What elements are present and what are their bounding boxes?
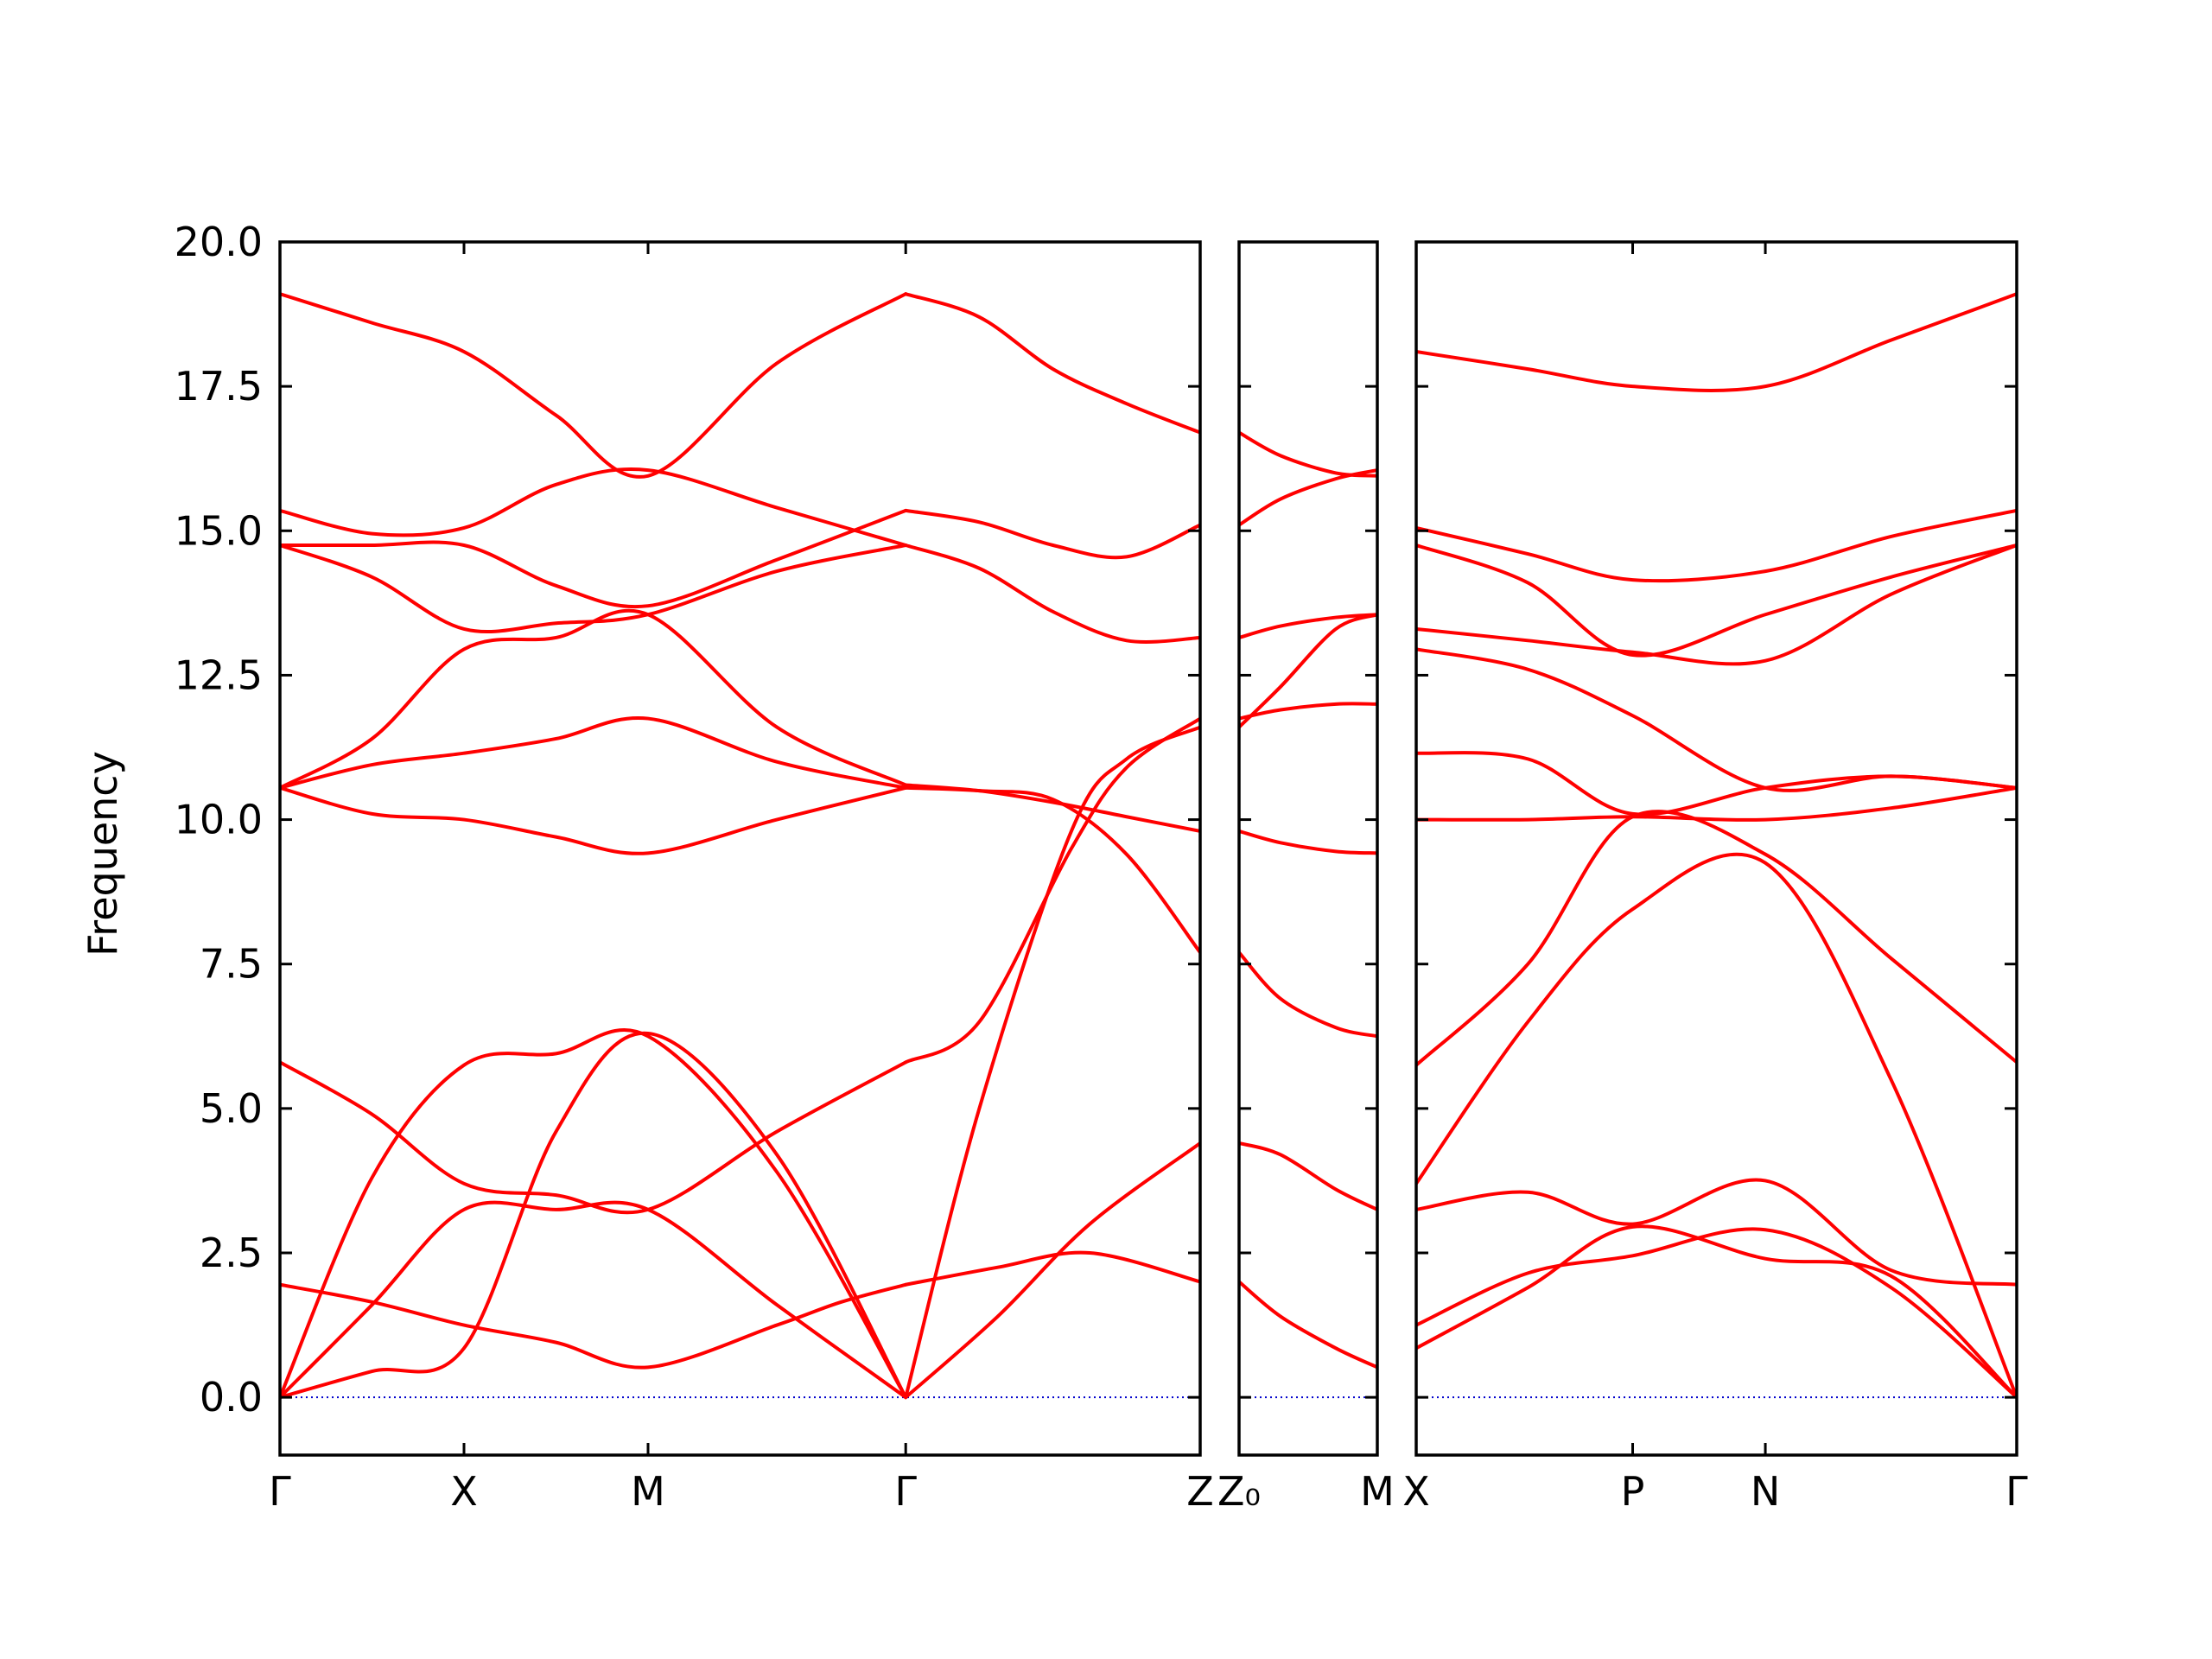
panel-2: Z₀ M — [1217, 240, 1395, 1515]
band-line — [904, 1250, 1200, 1287]
band-line — [904, 292, 1200, 435]
band-series-group — [1239, 430, 1377, 1370]
band-line — [1239, 613, 1377, 729]
band-line — [280, 608, 908, 790]
band-line — [1239, 1280, 1377, 1370]
x-tick-label: M — [1360, 1468, 1395, 1515]
y-axis-label: Frequency — [79, 751, 126, 957]
y-tick-label: 2.5 — [200, 1230, 263, 1276]
band-line — [1239, 950, 1377, 1039]
panel-frame — [278, 240, 1202, 1457]
y-tick-label: 7.5 — [200, 941, 263, 988]
band-line — [1239, 702, 1377, 721]
x-tick-label: X — [450, 1468, 478, 1515]
band-line — [904, 725, 1200, 1400]
band-line — [1239, 613, 1377, 639]
band-line — [280, 1028, 908, 1400]
y-tick-label: 12.5 — [175, 652, 263, 698]
y-tick-label: 10.0 — [175, 797, 263, 843]
band-line — [1416, 852, 2017, 1400]
band-line — [1416, 785, 2017, 822]
band-line — [1416, 508, 2017, 583]
plot-panels: 0.02.55.07.510.012.515.017.520.0Γ X M Γ Z Z₀ M… — [175, 219, 2029, 1515]
band-line — [1416, 1227, 2017, 1400]
x-tick-label: M — [631, 1468, 665, 1515]
band-line — [280, 1060, 908, 1215]
x-tick-label: Γ — [269, 1468, 291, 1515]
band-line — [280, 1031, 908, 1400]
band-line — [280, 1200, 908, 1400]
x-tick-label: P — [1621, 1468, 1645, 1515]
band-series-group — [1416, 292, 2017, 1400]
panel-frame — [1237, 240, 1379, 1457]
panel-1: 0.0 2.5 5.0 7.5 10.0 12.5 15.0 17.5 20.0 Γ X M Γ Z — [175, 219, 1214, 1515]
band-line — [1416, 647, 2017, 792]
band-line — [280, 467, 908, 547]
x-tick-label: N — [1751, 1468, 1780, 1515]
band-line — [1239, 430, 1377, 478]
band-line — [1416, 1224, 2017, 1400]
band-line — [1416, 543, 2017, 658]
band-series-group — [280, 292, 1200, 1400]
band-line — [280, 1282, 908, 1370]
band-line — [1239, 1141, 1377, 1211]
band-line — [904, 543, 1200, 644]
panel-frame — [1414, 240, 2018, 1457]
band-line — [1416, 751, 2017, 817]
band-line — [280, 785, 908, 855]
band-line — [1239, 468, 1377, 527]
y-tick-label: 20.0 — [175, 219, 263, 265]
band-line — [904, 783, 1200, 833]
band-line — [280, 543, 908, 634]
x-tick-label: Z₀ — [1217, 1468, 1261, 1515]
x-tick-label: Γ — [894, 1468, 917, 1515]
y-tick-label: 15.0 — [175, 507, 263, 554]
band-line — [1416, 543, 2017, 666]
band-line — [280, 292, 908, 479]
band-line — [1416, 292, 2017, 392]
band-line — [904, 1141, 1200, 1400]
x-tick-label: Γ — [2005, 1468, 2028, 1515]
band-line — [904, 508, 1200, 560]
band-line — [1416, 1178, 2017, 1287]
y-tick-label: 17.5 — [175, 363, 263, 410]
band-line — [1416, 810, 2017, 1067]
band-line — [1239, 829, 1377, 855]
y-tick-label: 5.0 — [200, 1085, 263, 1132]
band-line — [280, 715, 908, 790]
band-line — [280, 508, 908, 609]
y-tick-label: 0.0 — [200, 1374, 263, 1421]
band-line — [904, 716, 1200, 1065]
band-line — [904, 785, 1200, 955]
x-tick-label: Z — [1186, 1468, 1214, 1515]
x-tick-label: X — [1402, 1468, 1430, 1515]
